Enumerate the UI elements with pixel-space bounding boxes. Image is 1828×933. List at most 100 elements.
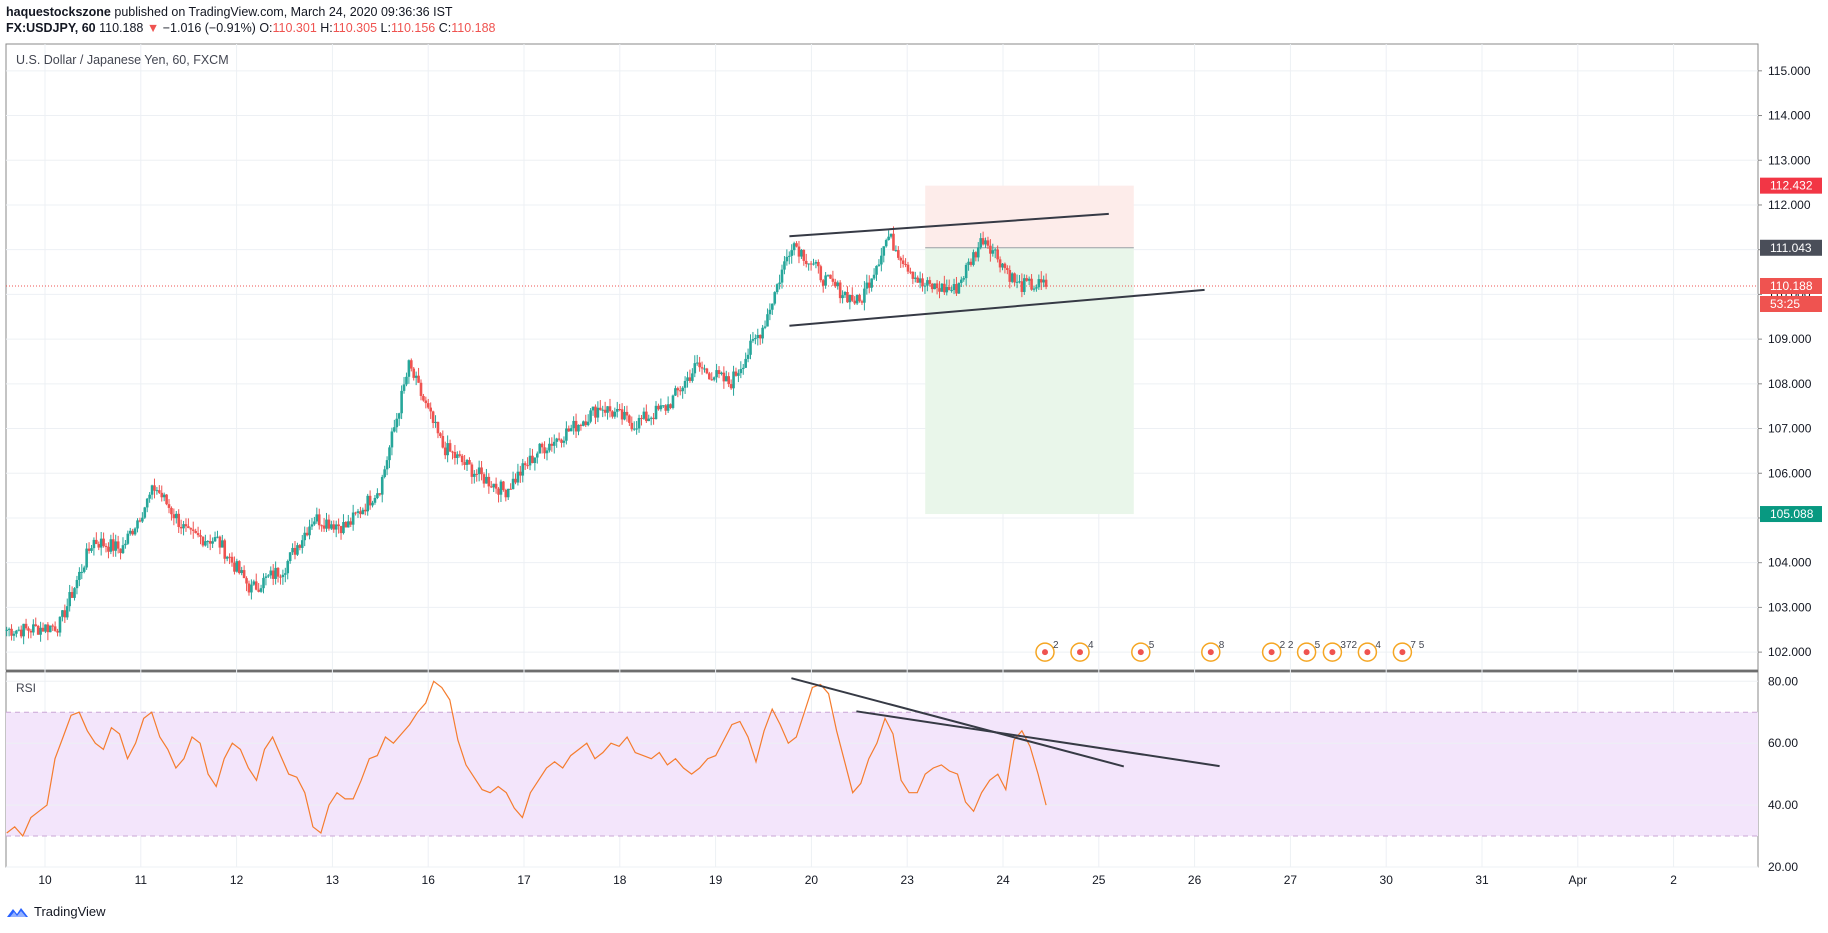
last-price: 110.188 (99, 21, 144, 35)
candle (376, 493, 379, 498)
candle (497, 488, 500, 495)
candle (618, 408, 621, 410)
bar-countdown-label-bg (1760, 295, 1822, 312)
candle (325, 519, 328, 529)
candle (712, 377, 716, 380)
candle (727, 376, 731, 385)
candle (162, 494, 166, 498)
candle (875, 265, 878, 275)
tradingview-logo-icon[interactable] (6, 905, 30, 919)
price-tick-label: 102.000 (1768, 645, 1812, 659)
candle (199, 535, 202, 537)
candle (119, 548, 122, 554)
rsi-tick-label: 20.00 (1768, 860, 1798, 874)
candle (632, 428, 636, 430)
candle (669, 404, 672, 408)
candle (61, 610, 64, 617)
candle (487, 476, 491, 487)
event-count: 4 (1375, 640, 1381, 651)
candle (252, 581, 256, 585)
tradingview-brand[interactable]: TradingView (34, 904, 106, 919)
candle (572, 420, 575, 429)
candle (964, 264, 968, 279)
candle (388, 447, 391, 461)
candle (206, 541, 210, 543)
candle (363, 509, 367, 512)
candle (620, 409, 624, 420)
candle (659, 405, 663, 410)
candle (475, 473, 479, 475)
candle (489, 486, 493, 488)
candle (729, 384, 733, 389)
candle (177, 513, 181, 527)
candle (766, 314, 769, 327)
candle (809, 263, 813, 265)
candle (230, 556, 234, 563)
candle (274, 567, 277, 579)
x-tick-label: 18 (613, 873, 627, 887)
candle (99, 538, 103, 548)
candle (523, 463, 527, 466)
candle (775, 284, 779, 293)
candle (27, 628, 30, 631)
candle (705, 368, 709, 374)
candle (957, 282, 961, 294)
candle (417, 375, 420, 383)
entry-price-label: 111.043 (1770, 241, 1812, 255)
candle (603, 409, 607, 413)
candle (955, 284, 958, 294)
candle (284, 573, 287, 575)
price-tick-label: 115.000 (1768, 64, 1811, 78)
candle (737, 373, 740, 376)
candle (419, 382, 423, 396)
candle (351, 512, 355, 525)
candle (32, 624, 35, 633)
candle (383, 469, 386, 477)
candle (451, 451, 454, 453)
symbol-label[interactable]: FX:USDJPY, 60 (6, 21, 96, 35)
candle (7, 628, 11, 630)
candles-group (5, 226, 1048, 645)
candle (114, 541, 118, 551)
candle (921, 278, 924, 287)
price-tick-label: 113.000 (1768, 153, 1811, 167)
candle (315, 514, 319, 522)
candle (286, 561, 290, 574)
candle (516, 471, 520, 483)
candle (664, 405, 668, 411)
candle (906, 264, 910, 272)
candle (635, 428, 638, 430)
candle (695, 362, 699, 364)
candle (676, 388, 680, 391)
event-count: 7 5 (1410, 640, 1424, 651)
event-dot-icon (1077, 649, 1083, 656)
candle (1020, 281, 1024, 292)
candle (412, 368, 416, 378)
candle (102, 538, 105, 546)
candle (724, 376, 728, 382)
candle (1018, 281, 1021, 283)
candle (606, 406, 609, 413)
candle (48, 625, 52, 633)
candle (892, 233, 895, 251)
candle (1013, 273, 1016, 283)
publisher-name[interactable]: haquestockszone (6, 5, 111, 19)
candle (843, 292, 847, 296)
low-label: L: (380, 21, 391, 35)
candle (831, 278, 835, 282)
price-tick-label: 107.000 (1768, 422, 1812, 436)
candle (918, 278, 922, 283)
candle (443, 447, 447, 456)
candle (552, 441, 556, 446)
candle (848, 295, 852, 303)
candle (480, 467, 483, 475)
candle (504, 490, 508, 498)
candle (683, 380, 687, 388)
candle (654, 405, 658, 420)
candle (477, 467, 481, 475)
candle (366, 495, 369, 512)
candle (342, 522, 345, 534)
candle (293, 547, 297, 555)
candle (577, 424, 580, 432)
